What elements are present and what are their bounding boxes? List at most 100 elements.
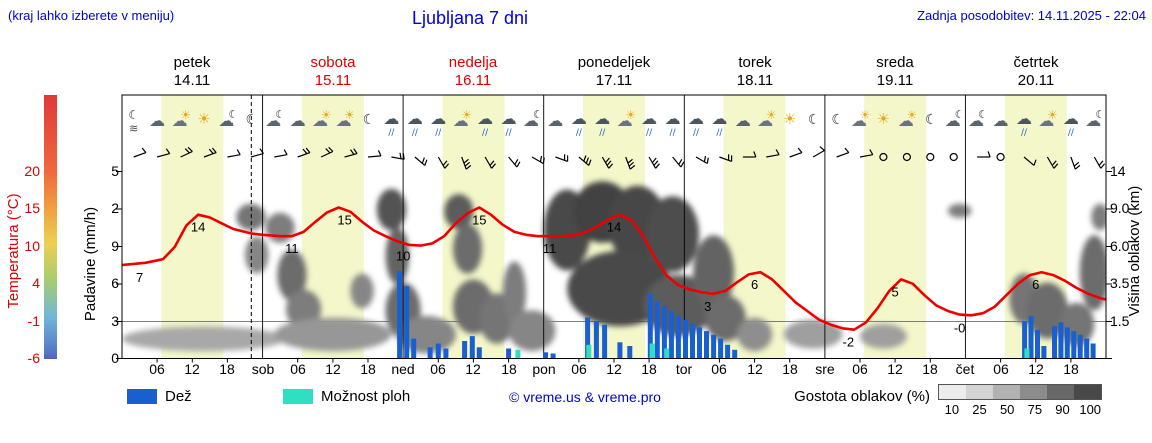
svg-text:☾: ☾ xyxy=(808,112,821,128)
density-scale-value: 90 xyxy=(1055,402,1070,417)
svg-text:☀: ☀ xyxy=(783,110,796,128)
svg-text:☀: ☀ xyxy=(321,108,332,122)
svg-text:☾: ☾ xyxy=(363,112,376,128)
svg-text:☁: ☁ xyxy=(735,111,751,130)
svg-text:☁: ☁ xyxy=(407,109,423,128)
svg-text:☀: ☀ xyxy=(907,108,918,122)
cloud-density-scale-labels: 10 25 50 75 90 100 xyxy=(938,402,1104,417)
x-day-ned: ned xyxy=(391,361,415,377)
svg-text:☀: ☀ xyxy=(197,110,210,128)
day-name-torek: torek xyxy=(738,54,772,71)
day-date-15.11: 15.11 xyxy=(314,72,352,89)
temp-tick--6: -6 xyxy=(27,349,40,366)
day-date-17.11: 17.11 xyxy=(595,72,633,89)
density-scale-segment xyxy=(939,385,966,399)
svg-text:☾: ☾ xyxy=(1095,108,1105,121)
x-hour-label: 18 xyxy=(1063,361,1079,377)
svg-text:-2: -2 xyxy=(843,335,855,350)
last-updated: Zadnja posodobitev: 14.11.2025 - 22:04 xyxy=(917,8,1146,23)
svg-text:5: 5 xyxy=(891,284,898,299)
precip-tick-6: 6 xyxy=(111,275,119,291)
shower-legend-label: Možnost ploh xyxy=(321,388,411,405)
svg-text:∕∕: ∕∕ xyxy=(1068,128,1075,138)
svg-text:☀: ☀ xyxy=(461,108,472,122)
weather-icons: ☾≋ ☁ ☀☁ ☀ ☾☁ ☾ ☾☁ ☁ ☀☁ ☀☁ ☾ ☁∕∕☁∕∕☁∕∕☀☁ ☁∕∕☁∕∕☾☁ ☁ ☁∕∕… xyxy=(128,108,1105,138)
rain-bars xyxy=(397,271,1096,359)
svg-text:☁: ☁ xyxy=(898,111,914,130)
svg-text:☀: ☀ xyxy=(860,108,871,122)
svg-text:☀: ☀ xyxy=(877,110,890,128)
density-scale-value: 10 xyxy=(944,402,960,417)
svg-text:☾: ☾ xyxy=(246,112,259,128)
credit-link[interactable]: © vreme.us & vreme.pro xyxy=(509,389,661,405)
svg-text:∕∕: ∕∕ xyxy=(435,128,442,138)
density-scale-segment xyxy=(993,385,1020,399)
x-hour-label: 18 xyxy=(360,361,376,377)
x-hour-label: 12 xyxy=(1028,361,1044,377)
x-hour-label: 18 xyxy=(641,361,657,377)
svg-text:☁: ☁ xyxy=(571,109,587,128)
svg-text:☁: ☁ xyxy=(757,111,773,130)
x-hour-label: 06 xyxy=(430,361,446,377)
x-hour-label: 12 xyxy=(747,361,763,377)
svg-text:∕∕: ∕∕ xyxy=(716,128,723,138)
day-date-16.11: 16.11 xyxy=(454,72,492,89)
precip-tick-2: 2 xyxy=(111,200,119,216)
day-date-19.11: 19.11 xyxy=(876,72,914,89)
x-day-pon: pon xyxy=(532,361,556,377)
day-date-20.11: 20.11 xyxy=(1017,72,1055,89)
temp-tick-10: 10 xyxy=(24,237,40,254)
svg-text:☁: ☁ xyxy=(665,109,681,128)
x-hour-label: 18 xyxy=(922,361,938,377)
svg-text:☾: ☾ xyxy=(128,108,139,122)
svg-text:11: 11 xyxy=(543,241,557,256)
svg-text:7: 7 xyxy=(136,270,143,285)
svg-text:☁: ☁ xyxy=(149,111,165,130)
svg-text:☁: ☁ xyxy=(594,109,610,128)
x-hour-label: 18 xyxy=(501,361,517,377)
cloud-shading xyxy=(122,181,1106,354)
day-name-sreda: sreda xyxy=(876,54,914,71)
svg-text:∕∕: ∕∕ xyxy=(670,128,677,138)
svg-text:☾: ☾ xyxy=(978,108,988,121)
svg-text:☀: ☀ xyxy=(180,108,191,122)
x-hour-label: 12 xyxy=(887,361,903,377)
svg-text:≋: ≋ xyxy=(129,122,138,135)
x-hour-label: 06 xyxy=(571,361,587,377)
x-day-tor: tor xyxy=(675,361,693,377)
svg-text:11: 11 xyxy=(285,241,299,256)
svg-text:∕∕: ∕∕ xyxy=(412,128,419,138)
cloud-tick-1.5: 1.5 xyxy=(1110,312,1130,329)
day-date-14.11: 14.11 xyxy=(173,72,211,89)
cloud-tick-9.0: 9.0 xyxy=(1110,200,1130,216)
svg-text:☁: ☁ xyxy=(1085,111,1101,130)
svg-text:∕∕: ∕∕ xyxy=(506,128,513,138)
svg-text:☾: ☾ xyxy=(275,108,285,121)
svg-text:☁: ☁ xyxy=(641,109,657,128)
svg-text:☁: ☁ xyxy=(501,109,517,128)
x-day-sob: sob xyxy=(251,361,275,377)
precip-tick-9: 9 xyxy=(111,237,119,254)
svg-text:☁: ☁ xyxy=(336,111,352,130)
svg-text:☁: ☁ xyxy=(477,109,493,128)
cloud-tick-3.5: 3.5 xyxy=(1110,275,1130,291)
svg-text:∕∕: ∕∕ xyxy=(576,128,583,138)
x-hour-label: 12 xyxy=(184,361,200,377)
svg-text:☁: ☁ xyxy=(1038,111,1054,130)
svg-text:∕∕: ∕∕ xyxy=(646,128,653,138)
x-hour-label: 12 xyxy=(606,361,622,377)
x-hour-label: 06 xyxy=(711,361,727,377)
density-scale-value: 100 xyxy=(1079,402,1102,417)
x-hour-label: 06 xyxy=(149,361,165,377)
precip-tick-0: 0 xyxy=(111,349,119,366)
svg-text:14: 14 xyxy=(607,220,621,235)
day-date-18.11: 18.11 xyxy=(736,72,774,89)
x-hour-label: 12 xyxy=(465,361,481,377)
svg-text:☾: ☾ xyxy=(831,112,844,128)
svg-text:☁: ☁ xyxy=(851,111,867,130)
x-day-čet: čet xyxy=(955,361,975,377)
svg-text:☾: ☾ xyxy=(925,112,938,128)
page-title: Ljubljana 7 dni xyxy=(411,8,529,28)
